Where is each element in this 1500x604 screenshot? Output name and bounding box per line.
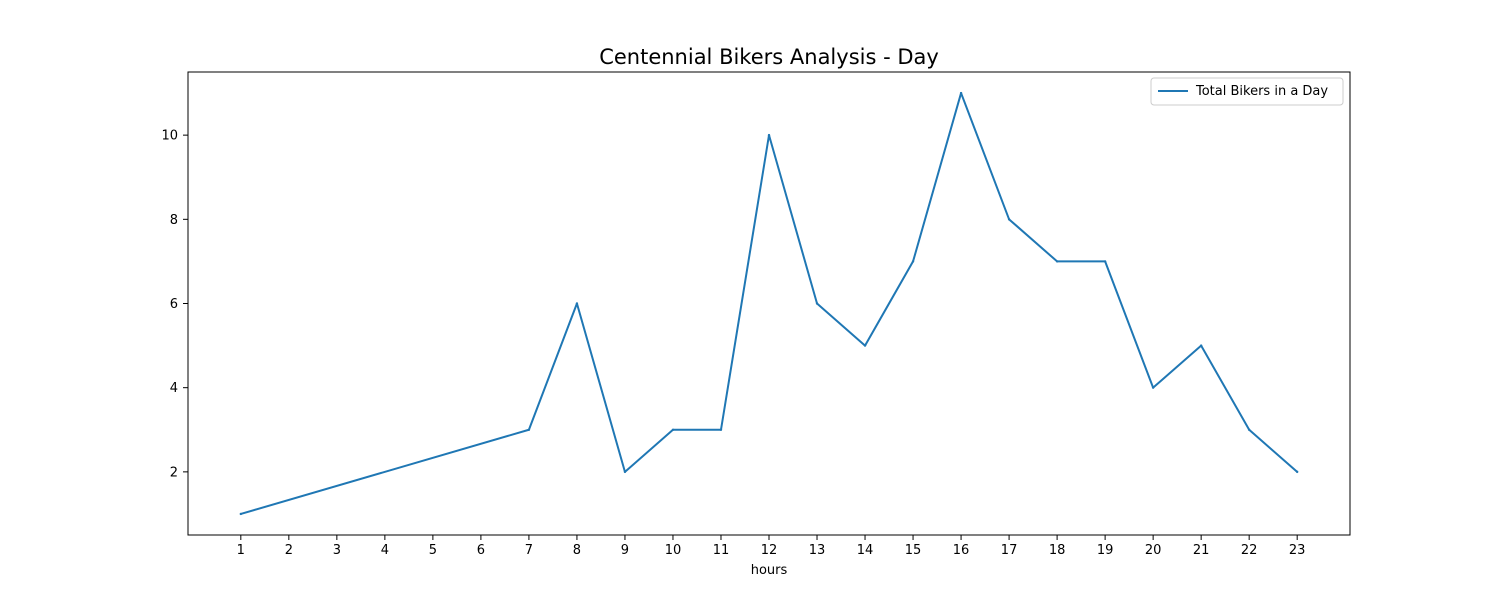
x-tick-label: 1 bbox=[237, 543, 245, 558]
data-point bbox=[1247, 428, 1251, 431]
x-tick-label: 20 bbox=[1145, 543, 1162, 558]
x-tick-label: 15 bbox=[905, 543, 922, 558]
x-tick-label: 16 bbox=[953, 543, 970, 558]
x-tick-label: 2 bbox=[285, 543, 293, 558]
data-point bbox=[1295, 470, 1299, 474]
x-axis: 1 2 3 4 5 6 7 8 9 10 11 12 13 14 15 16 17 18 19 20 21 22 23 bbox=[237, 535, 1306, 558]
chart-title: Centennial Bikers Analysis - Day bbox=[599, 45, 939, 69]
data-point bbox=[1151, 386, 1155, 389]
data-point bbox=[671, 428, 675, 431]
legend: Total Bikers in a Day bbox=[1150, 77, 1344, 106]
x-tick-label: 9 bbox=[621, 543, 629, 558]
plot-frame bbox=[187, 71, 1351, 536]
data-point bbox=[767, 133, 771, 137]
x-tick-label: 17 bbox=[1001, 543, 1018, 558]
x-tick-label: 14 bbox=[857, 543, 874, 558]
x-tick-label: 21 bbox=[1193, 543, 1210, 558]
x-tick-label: 8 bbox=[573, 543, 581, 558]
x-tick-label: 19 bbox=[1097, 543, 1114, 558]
data-point bbox=[527, 428, 531, 431]
x-tick-label: 10 bbox=[665, 543, 682, 558]
x-tick-label: 7 bbox=[525, 543, 533, 558]
y-tick-label: 4 bbox=[170, 381, 178, 396]
y-tick-label: 2 bbox=[170, 465, 178, 480]
data-point bbox=[911, 260, 915, 263]
legend-box bbox=[1150, 77, 1344, 106]
x-tick-label: 12 bbox=[761, 543, 778, 558]
y-tick-label: 6 bbox=[170, 297, 178, 312]
x-tick-label: 18 bbox=[1049, 543, 1066, 558]
data-point bbox=[1199, 344, 1203, 347]
series-line-total-bikers bbox=[240, 92, 1298, 515]
x-tick-label: 11 bbox=[713, 543, 730, 558]
data-point bbox=[719, 428, 723, 431]
y-tick-label: 8 bbox=[170, 213, 178, 228]
data-point bbox=[239, 512, 243, 516]
data-point bbox=[623, 470, 627, 474]
x-tick-label: 13 bbox=[809, 543, 826, 558]
data-point bbox=[1007, 218, 1011, 221]
legend-label: Total Bikers in a Day bbox=[1195, 84, 1328, 99]
x-tick-label: 5 bbox=[429, 543, 437, 558]
y-tick-label: 10 bbox=[161, 129, 178, 144]
data-point bbox=[815, 302, 819, 305]
x-tick-label: 23 bbox=[1289, 543, 1306, 558]
data-point bbox=[1103, 260, 1107, 263]
series-layer bbox=[239, 91, 1299, 516]
x-tick-label: 4 bbox=[381, 543, 389, 558]
data-point bbox=[1055, 260, 1059, 263]
data-point bbox=[575, 302, 579, 305]
x-tick-label: 3 bbox=[333, 543, 341, 558]
y-axis: 2 4 6 8 10 bbox=[161, 129, 188, 480]
x-axis-label: hours bbox=[751, 563, 788, 578]
x-tick-label: 22 bbox=[1241, 543, 1258, 558]
data-point bbox=[959, 91, 963, 95]
data-point bbox=[863, 344, 867, 347]
x-tick-label: 6 bbox=[477, 543, 485, 558]
